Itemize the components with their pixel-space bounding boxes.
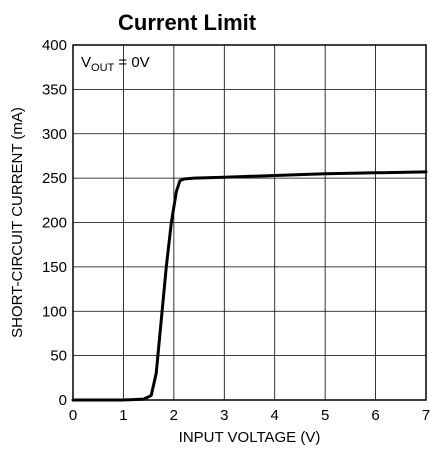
y-tick-label: 50 bbox=[50, 348, 67, 365]
y-tick-label: 250 bbox=[42, 170, 67, 187]
x-axis-label: INPUT VOLTAGE (V) bbox=[179, 429, 321, 446]
x-tick-labels: 0 1 2 3 4 5 6 7 bbox=[69, 407, 430, 424]
y-tick-label: 0 bbox=[59, 392, 67, 409]
y-tick-label: 200 bbox=[42, 215, 67, 232]
annotation-subscript: OUT bbox=[91, 62, 115, 74]
series-group bbox=[73, 172, 426, 400]
x-tick-label: 4 bbox=[271, 407, 279, 424]
y-tick-label: 150 bbox=[42, 259, 67, 276]
y-tick-label: 350 bbox=[42, 81, 67, 98]
series-line bbox=[73, 172, 426, 400]
x-tick-label: 7 bbox=[422, 407, 430, 424]
vout-annotation: VOUT = 0V bbox=[81, 54, 150, 74]
y-tick-label: 400 bbox=[42, 37, 67, 54]
annotation-main: V bbox=[81, 54, 91, 71]
y-tick-label: 300 bbox=[42, 126, 67, 143]
x-tick-label: 3 bbox=[220, 407, 228, 424]
y-tick-labels: 0 50 100 150 200 250 300 350 400 bbox=[42, 37, 67, 409]
chart-title: Current Limit bbox=[118, 10, 257, 35]
y-tick-label: 100 bbox=[42, 303, 67, 320]
x-tick-label: 0 bbox=[69, 407, 77, 424]
annotation-rest: = 0V bbox=[114, 54, 149, 71]
grid-lines bbox=[73, 45, 426, 400]
x-tick-label: 2 bbox=[170, 407, 178, 424]
y-axis-label: SHORT-CIRCUIT CURRENT (mA) bbox=[9, 107, 26, 338]
x-tick-label: 1 bbox=[119, 407, 127, 424]
x-tick-label: 6 bbox=[371, 407, 379, 424]
x-tick-label: 5 bbox=[321, 407, 329, 424]
